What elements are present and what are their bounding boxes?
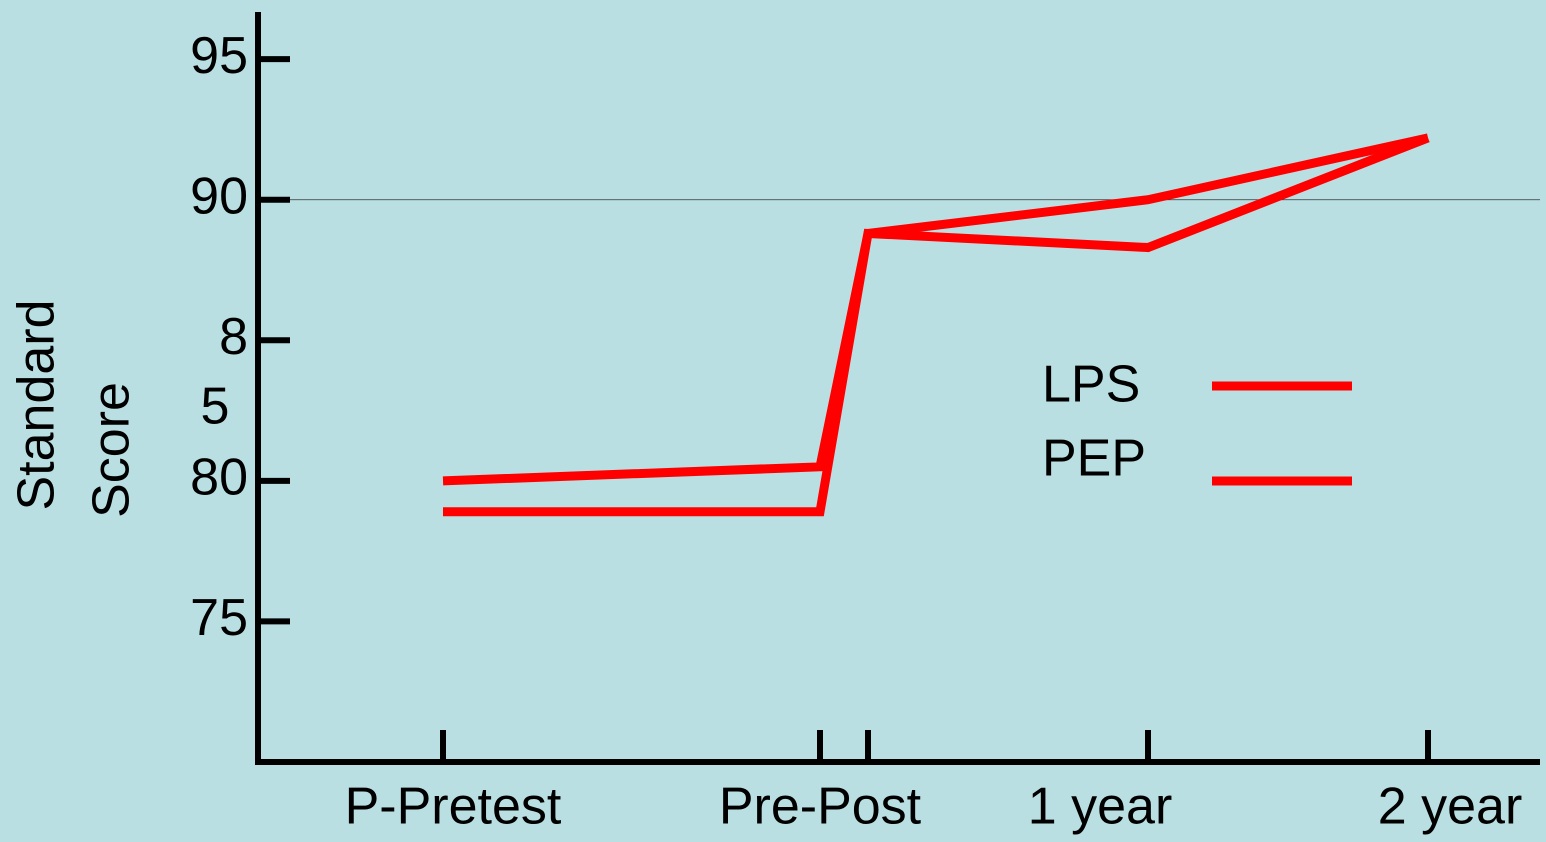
y-tick-label: 8 (219, 308, 248, 366)
y-tick-label: 75 (190, 589, 248, 647)
legend-label: PEP (1042, 430, 1146, 488)
y-axis-label: Standard (8, 299, 66, 510)
y-tick-label: 90 (190, 167, 248, 225)
x-tick-label: P-Pretest (345, 778, 562, 836)
y-tick-label: 80 (190, 449, 248, 507)
line-series (443, 133, 1430, 517)
x-tick-label: Pre-Post (719, 778, 922, 836)
x-tick-label: 2 year (1378, 778, 1523, 836)
x-tick-label: 1 year (1028, 778, 1173, 836)
y-axis-label: Score (83, 382, 141, 518)
y-tick-label: 95 (190, 27, 248, 85)
line-series (442, 133, 1429, 486)
legend-label: LPS (1042, 356, 1140, 414)
annotation: 5 (201, 378, 230, 436)
